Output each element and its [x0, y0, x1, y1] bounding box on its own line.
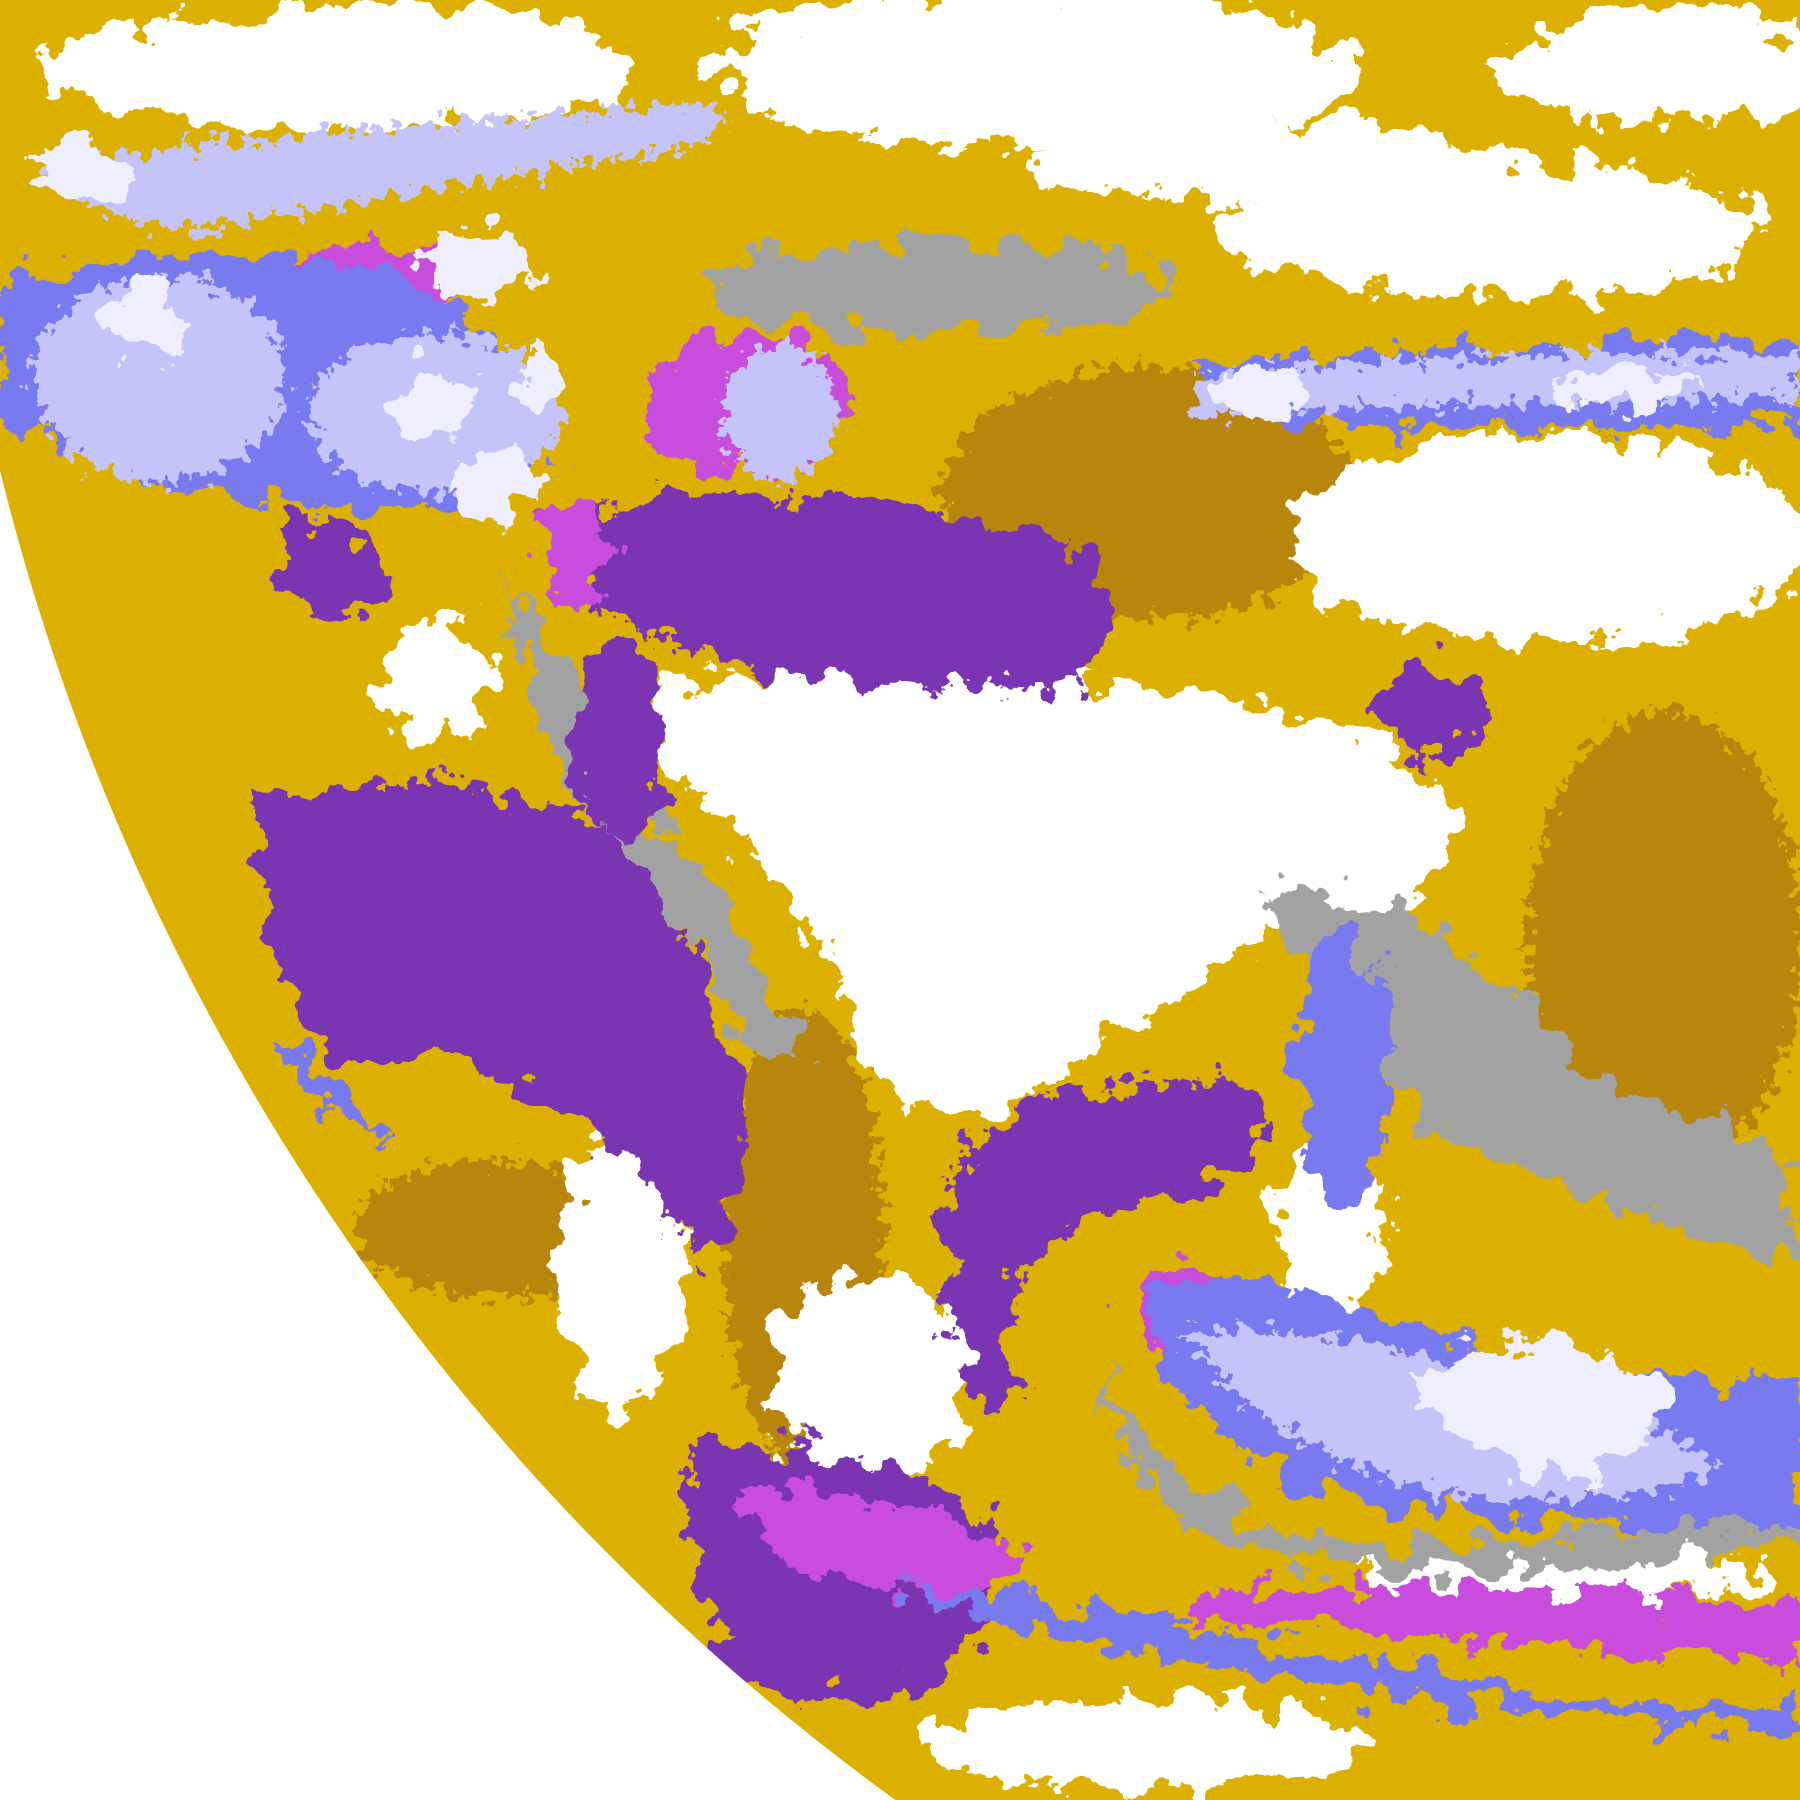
clear-sky-areas	[45, 0, 1800, 1791]
gray-cloud-layer	[516, 241, 1800, 1575]
purple-cloud-layer	[252, 494, 1493, 1699]
pale-cloud-layer	[34, 137, 1699, 1481]
dark-gold-layer	[355, 367, 1800, 1470]
